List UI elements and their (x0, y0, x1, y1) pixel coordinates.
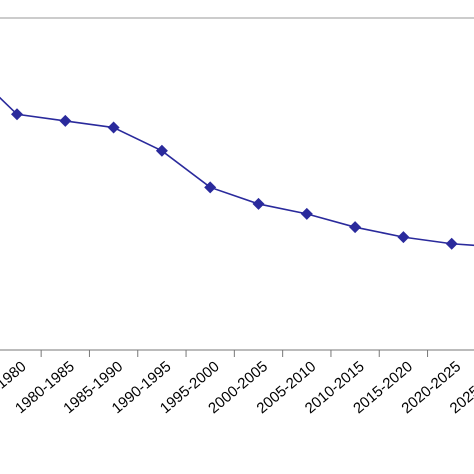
data-point (204, 181, 217, 194)
series-line (0, 96, 474, 247)
data-point (397, 231, 410, 244)
data-point (59, 114, 72, 127)
data-point (155, 144, 168, 157)
data-point (252, 197, 265, 210)
data-point (107, 121, 120, 134)
data-point (445, 237, 458, 250)
data-point (300, 207, 313, 220)
data-point (349, 221, 362, 234)
data-point (11, 108, 23, 121)
